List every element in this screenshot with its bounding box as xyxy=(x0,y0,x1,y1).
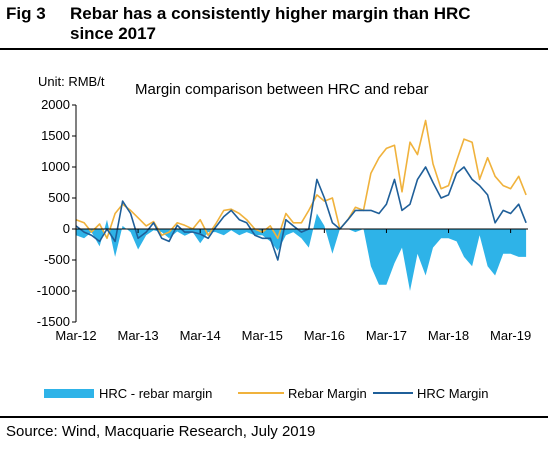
x-tick-label: Mar-12 xyxy=(55,328,96,343)
x-tick-label: Mar-19 xyxy=(490,328,531,343)
figure-number: Fig 3 xyxy=(6,4,46,23)
figure-title: Fig 3 Rebar has a consistently higher mar… xyxy=(6,4,542,44)
figure-title-text: Rebar has a consistently higher margin t… xyxy=(70,4,471,43)
header-rule xyxy=(0,48,548,50)
hrc-margin-line xyxy=(75,166,527,261)
x-tick-label: Mar-18 xyxy=(428,328,469,343)
rebar-margin-line xyxy=(75,119,527,240)
y-tick-label: 500 xyxy=(48,190,70,205)
x-tick-label: Mar-13 xyxy=(117,328,158,343)
unit-label: Unit: RMB/t xyxy=(38,74,105,89)
source-note: Source: Wind, Macquarie Research, July 2… xyxy=(6,423,316,440)
x-tick-label: Mar-17 xyxy=(366,328,407,343)
chart-title: Margin comparison between HRC and rebar xyxy=(135,81,428,98)
legend: HRC - rebar margin Rebar Margin HRC Margin xyxy=(44,386,489,401)
figure-header: Fig 3 Rebar has a consistently higher mar… xyxy=(6,4,542,44)
y-tick-label: 1500 xyxy=(41,128,70,143)
x-tick-label: Mar-16 xyxy=(304,328,345,343)
x-tick-label: Mar-14 xyxy=(180,328,221,343)
legend-label-rebar: Rebar Margin xyxy=(288,386,367,401)
margin-chart: Margin comparison between HRC and rebar … xyxy=(37,74,531,401)
axes-layer: -1500 -1000 -500 0 500 1000 1500 2000 Mar-12 Mar-… xyxy=(37,97,531,343)
y-tick-label: -1000 xyxy=(37,283,70,298)
legend-label-hrc: HRC Margin xyxy=(417,386,489,401)
legend-swatch-hrc-rebar xyxy=(44,389,94,398)
y-tick-label: -1500 xyxy=(37,314,70,329)
y-tick-label: -500 xyxy=(44,252,70,267)
footer-rule xyxy=(0,416,548,418)
line-layer xyxy=(75,119,527,261)
hrc-rebar-margin-area xyxy=(76,213,527,291)
y-tick-label: 2000 xyxy=(41,97,70,112)
y-tick-label: 0 xyxy=(63,221,70,236)
legend-label-hrc-rebar: HRC - rebar margin xyxy=(99,386,212,401)
x-tick-label: Mar-15 xyxy=(242,328,283,343)
hrc-rebar-area-layer xyxy=(76,213,527,291)
y-tick-label: 1000 xyxy=(41,159,70,174)
